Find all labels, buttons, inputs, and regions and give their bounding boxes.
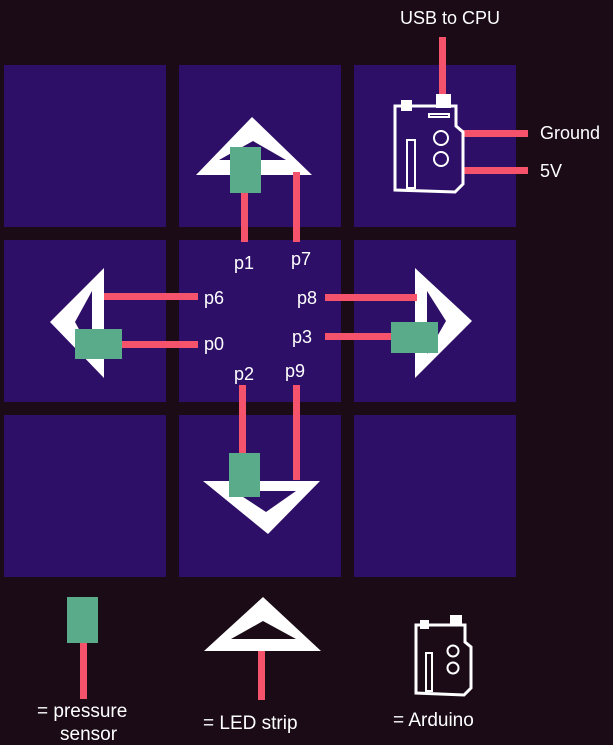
legend-sensor-label-line1: = pressure — [37, 701, 127, 722]
wire-left-p0 — [120, 341, 198, 348]
arduino-logo-top — [433, 130, 449, 146]
wire-down-p2 — [239, 385, 246, 455]
legend-arduino-logo-top — [446, 644, 460, 658]
arduino-power-jack — [401, 100, 412, 111]
tile-grid — [4, 65, 516, 577]
legend-sensor-label-line2: sensor — [60, 724, 118, 745]
label-ground: Ground — [540, 123, 600, 143]
connection-labels: USB to CPU Ground 5V — [400, 8, 600, 181]
label-usb: USB to CPU — [400, 8, 500, 28]
legend-arduino-usb-port — [450, 615, 462, 626]
legend-arduino-power-jack — [420, 620, 429, 629]
wires — [104, 37, 528, 480]
arduino-chip — [406, 139, 416, 189]
arduino-outline — [393, 104, 465, 194]
wire-up-p1 — [241, 190, 248, 242]
wire-right-p8 — [325, 294, 417, 301]
sensor-right — [391, 322, 438, 353]
tile-top-center — [179, 65, 341, 227]
sensor-up — [230, 147, 261, 193]
sensor-down — [229, 453, 260, 497]
wire-right-p3 — [325, 333, 393, 340]
label-p6: p6 — [204, 288, 224, 308]
sensor-left — [75, 329, 122, 359]
tile-center — [179, 240, 341, 402]
legend-led-wire — [258, 651, 265, 700]
wire-down-p9 — [293, 385, 300, 480]
arduino-logo-bottom — [433, 151, 449, 167]
tile-middle-left — [4, 240, 166, 402]
tile-middle-right — [354, 240, 516, 402]
label-p9: p9 — [285, 361, 305, 381]
legend-arduino-icon — [414, 615, 473, 697]
wire-ground — [462, 130, 528, 137]
pin-labels: p1 p7 p6 p0 p8 p3 p2 p9 — [204, 249, 317, 384]
legend-led-label: = LED strip — [203, 713, 298, 734]
wire-left-p6 — [104, 293, 198, 300]
label-5v: 5V — [540, 161, 562, 181]
label-p7: p7 — [291, 249, 311, 269]
tile-top-left — [4, 65, 166, 227]
label-p1: p1 — [234, 253, 254, 273]
label-p8: p8 — [297, 288, 317, 308]
pressure-sensors — [75, 147, 438, 497]
wire-up-p7 — [293, 172, 300, 242]
legend-sensor-swatch — [67, 597, 98, 643]
legend-arduino-label: = Arduino — [393, 710, 474, 731]
tile-top-right — [354, 65, 516, 227]
legend-arduino-chip — [425, 652, 433, 692]
legend-arduino-outline — [414, 623, 473, 697]
arduino-header-top — [428, 113, 450, 118]
label-p2: p2 — [234, 364, 254, 384]
wire-usb — [439, 37, 446, 98]
label-p3: p3 — [292, 327, 312, 347]
legend: = pressure sensor = LED strip = Arduino — [37, 597, 474, 745]
legend-arduino-logo-bottom — [446, 661, 460, 675]
legend-sensor-wire — [80, 640, 87, 699]
up-arrow — [196, 117, 312, 175]
wire-5v — [462, 167, 528, 174]
arduino-usb-port — [436, 94, 451, 108]
arduino-board — [393, 94, 465, 194]
label-p0: p0 — [204, 334, 224, 354]
tile-bottom-left — [4, 415, 166, 577]
legend-led-arrow — [204, 597, 321, 651]
tile-bottom-right — [354, 415, 516, 577]
